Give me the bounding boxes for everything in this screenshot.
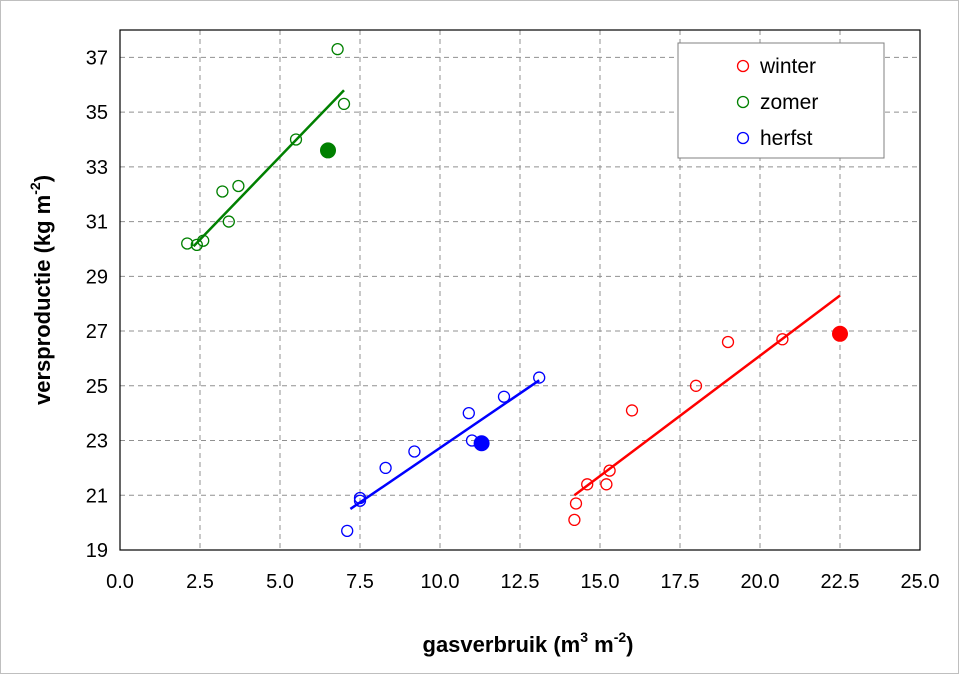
x-tick-label: 17.5 [661, 571, 700, 593]
y-tick-label: 33 [86, 157, 108, 179]
tick-labels: 0.0 2.5 5.0 7.5 10.0 12.5 15.0 17.5 20.0 22.5 25.0… [86, 47, 940, 593]
data-point-winter [581, 478, 594, 491]
y-tick-label: 23 [86, 431, 108, 453]
trend-line-zomer [192, 89, 345, 248]
data-point-zomer [222, 215, 235, 228]
legend-label-winter: winter [759, 55, 816, 78]
x-tick-label: 5.0 [266, 571, 294, 593]
y-tick-label: 25 [86, 376, 108, 398]
data-point-winter [600, 478, 613, 491]
data-point-herfst [379, 461, 392, 475]
data-point-winter [721, 335, 735, 349]
x-tick-label: 10.0 [421, 571, 460, 593]
data-point-zomer [337, 97, 351, 111]
legend: winter zomer herfst [677, 42, 885, 159]
data-point-herfst [341, 524, 354, 537]
x-tick-label: 0.0 [106, 571, 134, 593]
y-tick-label: 29 [86, 266, 108, 288]
y-axis-title: versproductie (kg m-2) [27, 175, 55, 405]
data-point-zomer [181, 237, 194, 250]
plot-area-border [119, 29, 921, 551]
y-tick-label: 21 [86, 485, 108, 507]
y-tick-label: 31 [86, 212, 108, 234]
data-point-herfst [353, 494, 367, 507]
data-point-zomer [216, 185, 229, 198]
x-tick-label: 25.0 [901, 571, 940, 593]
data-point-winter [689, 379, 703, 392]
x-tick-label: 2.5 [186, 571, 214, 593]
x-axis-title: gasverbruik (m3 m-2) [423, 629, 634, 657]
legend-marker-herfst [736, 131, 750, 145]
y-tick-label: 35 [86, 102, 108, 124]
data-points [181, 43, 848, 537]
data-point-zomer [331, 43, 344, 56]
highlight-point-herfst [473, 435, 490, 452]
legend-marker-winter [736, 59, 750, 73]
x-tick-label: 15.0 [581, 571, 620, 593]
y-tick-label: 19 [86, 540, 108, 562]
x-tick-label: 12.5 [501, 571, 540, 593]
highlight-point-winter [832, 325, 848, 342]
highlight-point-zomer [320, 142, 336, 159]
data-point-winter [568, 513, 581, 527]
data-point-zomer [197, 234, 210, 247]
legend-marker-zomer [736, 95, 750, 109]
data-point-herfst [462, 407, 475, 420]
trend-line-winter [573, 294, 841, 497]
data-point-winter [603, 464, 616, 477]
y-tick-label: 27 [86, 321, 108, 343]
legend-label-herfst: herfst [760, 127, 813, 150]
x-tick-label: 20.0 [741, 571, 780, 593]
data-point-winter [625, 404, 639, 417]
data-point-winter [569, 497, 583, 510]
data-point-winter [776, 333, 789, 346]
data-point-herfst [533, 371, 546, 384]
data-point-herfst [408, 445, 421, 458]
trend-lines [192, 89, 841, 510]
data-point-zomer [190, 238, 203, 251]
legend-label-zomer: zomer [760, 91, 818, 114]
data-point-zomer [289, 133, 303, 146]
x-tick-label: 7.5 [346, 571, 374, 593]
y-tick-label: 37 [86, 47, 108, 69]
x-tick-label: 22.5 [821, 571, 860, 593]
data-point-zomer [232, 179, 245, 193]
legend-box [677, 42, 885, 159]
trend-line-herfst [349, 379, 540, 510]
data-point-herfst [497, 390, 511, 403]
